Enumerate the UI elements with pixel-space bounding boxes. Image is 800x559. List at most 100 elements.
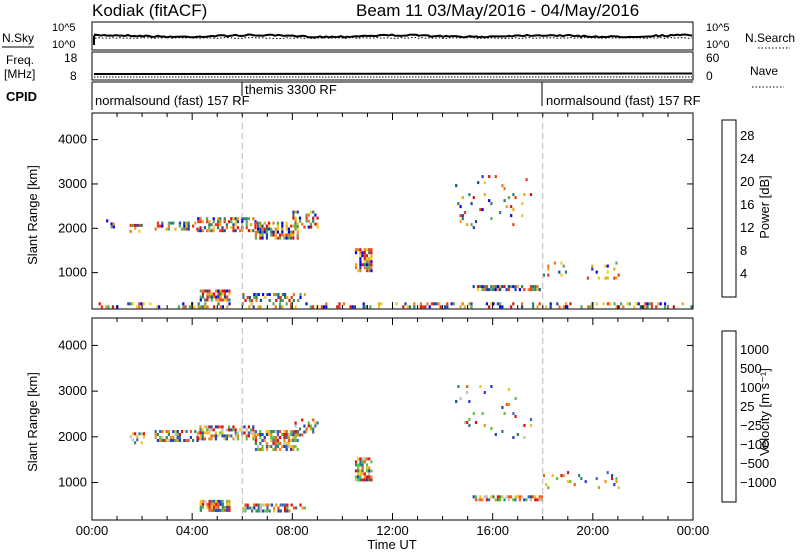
echo-cell [461,302,464,306]
echo-cell [296,448,299,451]
cpid-label: CPID [6,89,37,104]
echo-cell [265,233,268,237]
echo-cell [217,499,220,503]
echo-cell [408,305,411,309]
echo-cell [485,495,488,499]
echo-cell [664,302,667,306]
echo-cell [312,219,315,223]
echo-cell [617,486,620,490]
power-colorbar-ticks: 4 8 12 16 20 24 28 [740,128,754,281]
echo-cell [241,425,244,429]
echo-cell [514,285,517,289]
echo-cell [230,217,233,221]
echo-cell [259,503,262,507]
echo-cell [223,217,226,221]
echo-cell [184,305,187,309]
echo-cell [219,425,222,429]
echo-cell [252,428,255,432]
echo-cell [287,442,290,445]
echo-cell [325,305,328,309]
echo-cell [488,305,491,309]
echo-cell [525,178,528,182]
echo-cell [230,220,233,224]
echo-cell [285,442,288,445]
echo-cell [359,257,362,261]
echo-cell [217,295,220,299]
echo-cell [110,225,113,229]
echo-cell [221,229,224,233]
echo-cell [257,448,260,451]
echo-cell [228,502,231,506]
echo-cell [655,305,658,309]
echo-cell [257,506,260,510]
echo-cell [276,227,279,231]
echo-cell [239,428,242,432]
echo-cell [365,457,369,461]
echo-cell [351,305,354,309]
echo-cell [472,495,475,499]
echo-cell [562,474,565,478]
echo-cell [284,503,287,507]
echo-cell [646,302,649,306]
echo-cell [301,222,304,226]
echo-cell [395,302,398,306]
echo-cell [503,412,506,415]
echo-cell [276,445,279,448]
echo-cell [281,227,284,231]
echo-cell [419,305,422,309]
echo-cell [140,223,143,227]
echo-cell [261,236,264,240]
echo-cell [261,227,264,231]
echo-cell [253,293,256,296]
echo-cell [354,248,358,252]
echo-cell [532,302,535,306]
echo-cell [257,433,260,436]
echo-cell [217,425,220,429]
echo-cell [281,445,284,448]
echo-cell [223,505,227,509]
echo-cell [650,302,653,306]
echo-cell [534,285,537,289]
echo-cell [363,248,366,252]
power-vlines [241,113,544,309]
echo-cell [214,431,217,435]
echo-cell [268,293,271,296]
echo-cell [307,424,310,428]
echo-cell [296,224,299,228]
y-tick-label: 3000 [58,176,87,191]
echo-cell [457,202,460,206]
echo-cell [276,439,279,442]
echo-cell [474,495,477,499]
echo-cell [228,220,231,224]
echo-cell [363,263,366,267]
echo-cell [292,210,295,214]
echo-cell [248,506,251,510]
echo-cell [112,222,115,226]
echo-cell [359,475,362,479]
echo-cell [219,431,222,435]
echo-cell [257,221,260,225]
echo-cell [472,196,475,200]
echo-cell [259,433,262,436]
echo-cell [312,216,315,220]
echo-cell [354,251,358,255]
echo-cell [268,503,271,507]
echo-cell [217,434,220,438]
echo-cell [536,498,539,502]
colorbar-tick-label: −100 [740,437,769,452]
echo-cell [165,439,168,442]
echo-cell [361,460,364,464]
echo-cell [303,293,306,296]
echo-cell [201,434,204,438]
echo-cell [221,505,224,509]
echo-cell [279,442,282,445]
echo-cell [468,193,471,197]
echo-cell [294,219,297,223]
echo-cell [263,230,266,234]
echo-cell [365,469,369,473]
echo-cell [241,434,244,438]
echo-cell [183,221,186,225]
echo-cell [296,439,299,442]
echo-cell [354,469,358,473]
echo-cell [365,248,369,252]
